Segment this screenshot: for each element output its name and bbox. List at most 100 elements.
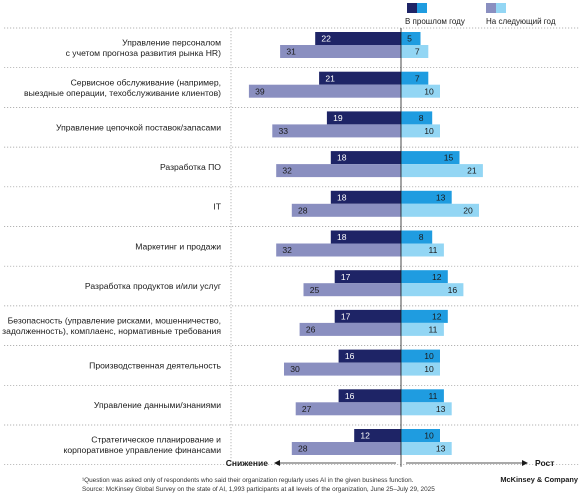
bar-increase-past-value: 8	[419, 232, 424, 242]
bar-increase-next-value: 10	[424, 86, 434, 96]
axis-arrow-right-head	[522, 460, 528, 466]
bar-increase-past-value: 15	[444, 153, 454, 163]
footnote: ¹Question was asked only of respondents …	[82, 477, 414, 484]
bar-increase-next	[401, 362, 440, 376]
category-label: Маркетинг и продажи	[135, 241, 221, 251]
bar-decrease-past-value: 18	[337, 153, 347, 163]
bar-decrease-next-value: 31	[286, 47, 296, 57]
bar-decrease-past	[334, 309, 401, 323]
bar-decrease-past	[330, 151, 401, 165]
bar-increase-past	[401, 111, 433, 125]
category-label: Разработка продуктов и/или услуг	[85, 281, 221, 291]
bar-increase-next	[401, 322, 444, 336]
bar-increase-next-value: 13	[436, 444, 446, 454]
bar-increase-past	[401, 190, 452, 204]
axis-label-decrease: Снижение	[226, 458, 268, 468]
bar-decrease-next-value: 39	[255, 86, 265, 96]
bar-increase-past-value: 7	[415, 73, 420, 83]
category-label: Производственная деятельность	[89, 360, 221, 370]
bar-increase-next-value: 10	[424, 364, 434, 374]
bar-decrease-next	[291, 203, 401, 217]
bar-decrease-next	[276, 243, 401, 257]
bar-increase-next	[401, 45, 429, 58]
bar-increase-next	[401, 203, 479, 217]
bar-increase-next-value: 13	[436, 404, 446, 414]
bar-decrease-past-value: 18	[337, 232, 347, 242]
bar-decrease-past	[315, 32, 401, 45]
bar-decrease-past	[354, 429, 401, 442]
category-label: задолженность), комплаенс, нормативные т…	[2, 326, 221, 336]
bar-decrease-next-value: 25	[310, 285, 320, 295]
bar-decrease-next	[291, 442, 401, 455]
category-label: Сервисное обслуживание (например,	[71, 77, 221, 87]
category-label: корпоративное управление финансами	[63, 445, 221, 455]
category-label: выездные операции, техобслуживание клиен…	[24, 88, 221, 98]
bar-decrease-past-value: 12	[360, 431, 370, 441]
bar-decrease-past-value: 22	[321, 34, 331, 44]
legend-swatch-next-decrease	[486, 3, 496, 13]
category-label: IT	[213, 202, 221, 212]
axis-label-increase: Рост	[535, 458, 554, 468]
bar-increase-next-value: 10	[424, 126, 434, 136]
bar-decrease-next	[295, 402, 401, 416]
brand-logo-text: McKinsey & Company	[500, 475, 578, 484]
bar-increase-past-value: 10	[424, 431, 434, 441]
bar-increase-past	[401, 270, 448, 284]
bar-increase-past	[401, 151, 460, 165]
bar-decrease-next-value: 32	[282, 166, 292, 176]
category-label: Стратегическое планирование и	[91, 435, 221, 445]
bar-increase-next	[401, 442, 452, 455]
bar-increase-past	[401, 230, 433, 244]
bar-decrease-next	[248, 84, 401, 98]
bar-decrease-next	[284, 362, 401, 376]
category-label: Разработка ПО	[160, 162, 221, 172]
bar-decrease-past	[326, 111, 401, 125]
category-label: Управление персоналом	[122, 38, 221, 48]
bar-decrease-past-value: 16	[345, 391, 355, 401]
bar-decrease-past	[338, 349, 401, 363]
bar-decrease-past	[330, 230, 401, 244]
bar-decrease-next-value: 28	[298, 205, 308, 215]
bar-increase-next	[401, 84, 440, 98]
bar-decrease-next	[280, 45, 401, 58]
bar-decrease-next-value: 32	[282, 245, 292, 255]
legend-label-next: На следующий год	[486, 17, 556, 26]
legend-swatch-next-increase	[496, 3, 506, 13]
bar-increase-past	[401, 389, 444, 403]
category-label: Управление цепочкой поставок/запасами	[56, 122, 221, 132]
bar-decrease-past-value: 17	[341, 272, 351, 282]
bar-increase-next	[401, 164, 483, 178]
bar-decrease-next-value: 28	[298, 444, 308, 454]
bar-increase-past-value: 10	[424, 351, 434, 361]
bar-decrease-past-value: 16	[345, 351, 355, 361]
axis-arrow-left-head	[274, 460, 280, 466]
bar-decrease-past-value: 18	[337, 192, 347, 202]
bar-increase-past-value: 13	[436, 192, 446, 202]
bar-increase-past	[401, 309, 448, 323]
bar-increase-past-value: 12	[432, 272, 442, 282]
bar-increase-past	[401, 32, 421, 45]
bar-increase-next-value: 21	[467, 166, 477, 176]
bar-increase-next	[401, 283, 464, 297]
bar-decrease-past-value: 19	[333, 113, 343, 123]
category-label: Безопасность (управление рисками, мошенн…	[8, 316, 221, 326]
bar-decrease-past-value: 17	[341, 312, 351, 322]
bar-decrease-next	[272, 124, 401, 138]
category-label: Управление данными/знаниями	[94, 400, 221, 410]
bar-increase-next-value: 16	[448, 285, 458, 295]
bar-increase-past	[401, 429, 440, 442]
bar-increase-next-value: 11	[428, 325, 437, 335]
bar-decrease-past	[319, 71, 401, 85]
bar-increase-next-value: 20	[463, 205, 473, 215]
category-label: с учетом прогноза развития рынка HR)	[66, 48, 222, 58]
bar-decrease-past-value: 21	[325, 73, 335, 83]
bar-increase-next	[401, 243, 444, 257]
bar-decrease-past	[330, 190, 401, 204]
bar-increase-past-value: 5	[407, 34, 412, 44]
bar-increase-next	[401, 402, 452, 416]
bar-decrease-past	[338, 389, 401, 403]
bar-increase-past	[401, 71, 429, 85]
source-note: Source: McKinsey Global Survey on the st…	[82, 486, 435, 493]
bar-decrease-past	[334, 270, 401, 284]
